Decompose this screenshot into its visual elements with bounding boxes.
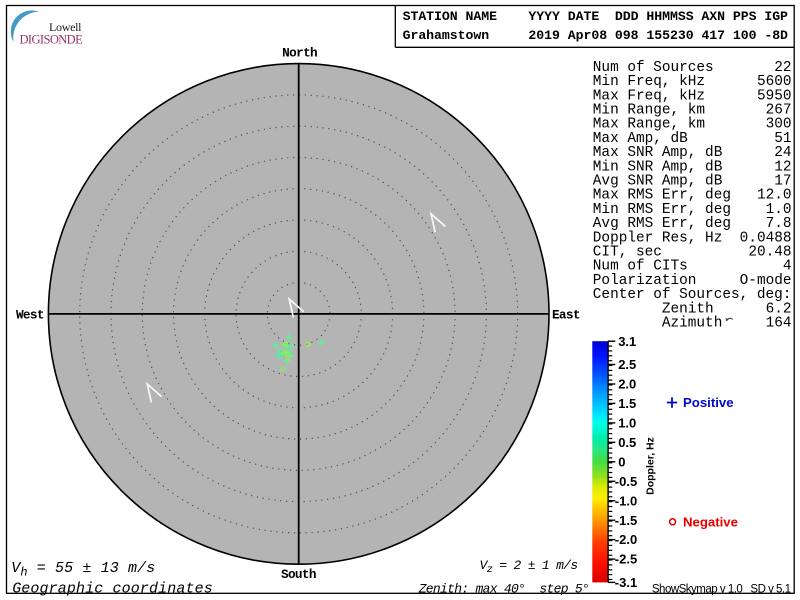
- svg-text:6.2: 6.2: [766, 301, 792, 317]
- svg-text:CIT, sec: CIT, sec: [593, 245, 662, 261]
- svg-text:Max Freq, kHz: Max Freq, kHz: [593, 88, 705, 104]
- svg-text:Zenith: max 40° step 5°: Zenith: max 40° step 5°: [418, 581, 589, 596]
- svg-text:Center of Sources, deg:: Center of Sources, deg:: [593, 287, 792, 303]
- svg-text:ShowSkymap v 1.0 SD v 5.1: ShowSkymap v 1.0 SD v 5.1: [652, 583, 791, 595]
- svg-text:Zenith: Zenith: [593, 301, 714, 317]
- svg-text:22: 22: [774, 60, 791, 76]
- svg-text:Doppler, Hz: Doppler, Hz: [645, 437, 657, 495]
- svg-text:-2.0: -2.0: [615, 532, 637, 547]
- svg-text:East: East: [552, 307, 580, 322]
- svg-text:Max Range, km: Max Range, km: [593, 117, 705, 133]
- svg-text:North: North: [282, 45, 317, 60]
- svg-text:0.0488: 0.0488: [740, 230, 792, 246]
- svg-text:20.48: 20.48: [748, 245, 791, 261]
- svg-text:-1.0: -1.0: [615, 493, 637, 508]
- svg-text:Num of CITs: Num of CITs: [593, 259, 688, 275]
- svg-text:4: 4: [783, 259, 792, 275]
- svg-text:Avg SNR Amp, dB: Avg SNR Amp, dB: [593, 174, 723, 190]
- svg-text:South: South: [281, 567, 316, 582]
- svg-text:Azimuth: Azimuth: [593, 316, 723, 332]
- svg-text:2.0: 2.0: [618, 377, 636, 392]
- svg-text:5950: 5950: [757, 88, 792, 104]
- svg-text:Vh = 55 ± 13 m/s: Vh = 55 ± 13 m/s: [11, 560, 155, 580]
- svg-text:164: 164: [766, 316, 792, 332]
- svg-text:7.8: 7.8: [766, 216, 792, 232]
- svg-text:Max RMS Err, deg: Max RMS Err, deg: [593, 188, 731, 204]
- svg-text:267: 267: [766, 103, 792, 119]
- svg-text:5600: 5600: [757, 74, 792, 90]
- svg-text:Vz = 2 ± 1 m/s: Vz = 2 ± 1 m/s: [480, 558, 578, 576]
- svg-text:12: 12: [774, 159, 791, 175]
- svg-text:-2.5: -2.5: [615, 552, 637, 567]
- svg-text:0.5: 0.5: [618, 435, 636, 450]
- svg-text:Min Range, km: Min Range, km: [593, 103, 705, 119]
- svg-text:Avg RMS Err, deg: Avg RMS Err, deg: [593, 216, 731, 232]
- svg-text:1.0: 1.0: [618, 416, 636, 431]
- svg-text:Lowell: Lowell: [49, 20, 82, 34]
- svg-text:Negative: Negative: [683, 515, 738, 530]
- svg-text:Min RMS Err, deg: Min RMS Err, deg: [593, 202, 731, 218]
- svg-text:Max SNR Amp, dB: Max SNR Amp, dB: [593, 145, 723, 161]
- svg-text:12.0: 12.0: [757, 188, 792, 204]
- svg-text:-0.5: -0.5: [615, 474, 637, 489]
- svg-text:0: 0: [618, 454, 625, 469]
- svg-text:-3.1: -3.1: [615, 575, 637, 590]
- svg-text:1.5: 1.5: [618, 396, 636, 411]
- svg-text:Max Amp, dB: Max Amp, dB: [593, 131, 688, 147]
- svg-text:DIGISONDE: DIGISONDE: [20, 33, 84, 47]
- svg-text:51: 51: [774, 131, 791, 147]
- svg-text:-1.5: -1.5: [615, 513, 637, 528]
- svg-text:Grahamstown 2019 Apr08 098: Grahamstown 2019 Apr08 098 155230 417 10…: [403, 28, 788, 43]
- svg-text:2.5: 2.5: [618, 357, 636, 372]
- svg-text:Polarization: Polarization: [593, 273, 697, 289]
- svg-text:Positive: Positive: [683, 395, 734, 410]
- svg-text:O-mode: O-mode: [740, 273, 792, 289]
- svg-text:Num of Sources: Num of Sources: [593, 60, 714, 76]
- svg-text:1.0: 1.0: [766, 202, 792, 218]
- svg-text:Min SNR Amp, dB: Min SNR Amp, dB: [593, 159, 723, 175]
- svg-text:24: 24: [774, 145, 791, 161]
- svg-text:17: 17: [774, 174, 791, 190]
- svg-text:STATION NAME YYYY DATE DDD: STATION NAME YYYY DATE DDD HHMMSS AXN PP…: [403, 9, 788, 24]
- svg-text:Min Freq, kHz: Min Freq, kHz: [593, 74, 705, 90]
- svg-text:3.1: 3.1: [618, 334, 636, 349]
- svg-text:Doppler Res, Hz: Doppler Res, Hz: [593, 230, 723, 246]
- svg-text:300: 300: [766, 117, 792, 133]
- svg-text:Geographic coordinates: Geographic coordinates: [12, 580, 213, 597]
- svg-text:West: West: [16, 308, 44, 323]
